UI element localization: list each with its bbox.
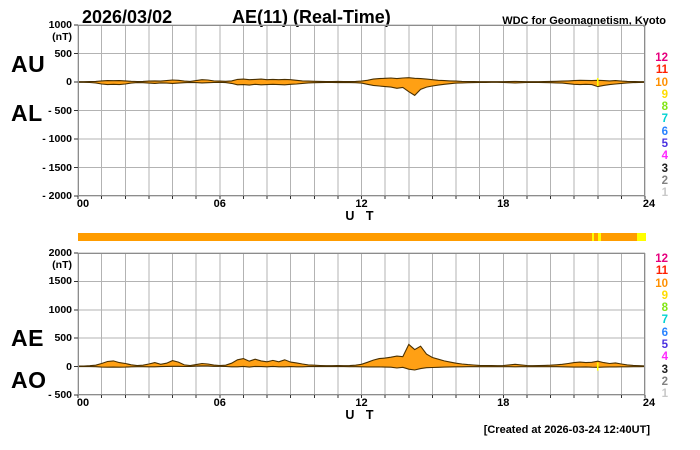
y-tick-label: 0 xyxy=(66,360,72,373)
y-tick-label: - 500 xyxy=(48,389,72,401)
x-tick-label: 12 xyxy=(355,198,368,210)
ae-index-label: AE xyxy=(11,325,44,351)
legend-item: 9 xyxy=(661,88,668,101)
y-tick-label: - 500 xyxy=(48,104,72,117)
legend-item: 1 xyxy=(661,187,668,200)
au-al-chart xyxy=(74,24,646,199)
station-count-legend-top: 12 11 10 9 8 7 6 5 4 3 2 1 xyxy=(650,52,668,200)
legend-item: 2 xyxy=(661,174,668,187)
data-source-label: WDC for Geomagnetism, Kyoto xyxy=(502,15,666,27)
y-tick-label: 500 xyxy=(54,47,72,60)
y-tick-label: 0 xyxy=(66,76,72,88)
station-count-legend-bottom: 12 11 10 9 8 7 6 5 4 3 2 1 xyxy=(650,253,668,401)
y-tick-label: - 1000 xyxy=(42,133,72,145)
y-axis-unit: (nT) xyxy=(52,259,72,271)
quality-highlight-segment xyxy=(597,233,602,241)
quality-highlight-segment xyxy=(591,233,595,241)
y-tick-label: - 1500 xyxy=(42,161,72,174)
legend-item: 8 xyxy=(661,302,668,315)
al-index-label: AL xyxy=(11,100,43,126)
y-tick-label: 1000 xyxy=(48,19,72,31)
legend-item: 5 xyxy=(661,138,668,151)
legend-item: 6 xyxy=(661,326,668,339)
y-tick-label: 500 xyxy=(54,332,72,345)
ao-index-label: AO xyxy=(11,367,47,393)
ae-ao-chart xyxy=(74,252,646,398)
legend-item: 3 xyxy=(661,363,668,376)
legend-item: 3 xyxy=(661,162,668,175)
legend-item: 7 xyxy=(661,113,668,126)
ae-ao-chart-panel: 2000 1500 1000 500 0 - 500 (nT) 00 06 12 18 24 U T xyxy=(48,247,655,422)
legend-item: 12 xyxy=(655,52,668,64)
plot-title: AE(11) (Real-Time) xyxy=(232,7,391,27)
au-index-label: AU xyxy=(11,51,46,77)
x-tick-label: 24 xyxy=(642,198,656,210)
x-tick-label: 06 xyxy=(213,198,226,210)
x-tick-label: 06 xyxy=(213,397,226,409)
legend-item: 4 xyxy=(661,150,668,163)
y-tick-label: - 2000 xyxy=(42,190,72,202)
x-tick-label: 18 xyxy=(497,397,510,409)
legend-item: 10 xyxy=(655,277,668,290)
legend-item: 6 xyxy=(661,125,668,138)
x-tick-label: 24 xyxy=(642,397,656,409)
data-quality-bar xyxy=(78,233,646,241)
legend-item: 11 xyxy=(655,64,668,77)
plot-date: 2026/03/02 xyxy=(82,7,173,27)
x-tick-label: 00 xyxy=(76,397,90,409)
x-tick-label: 00 xyxy=(76,198,90,210)
legend-item: 12 xyxy=(655,253,668,265)
legend-item: 7 xyxy=(661,314,668,327)
legend-item: 8 xyxy=(661,101,668,114)
legend-item: 5 xyxy=(661,339,668,352)
legend-item: 10 xyxy=(655,76,668,89)
y-tick-label: 1500 xyxy=(48,275,72,288)
legend-item: 1 xyxy=(661,388,668,401)
legend-item: 2 xyxy=(661,375,668,388)
created-timestamp: [Created at 2026-03-24 12:40UT] xyxy=(483,424,650,436)
x-tick-label: 12 xyxy=(355,397,368,409)
legend-item: 4 xyxy=(661,351,668,364)
x-tick-label: 18 xyxy=(497,198,510,210)
y-tick-label: 2000 xyxy=(48,247,72,259)
x-axis-title: U T xyxy=(345,408,378,422)
y-axis-unit: (nT) xyxy=(52,31,72,43)
x-axis-title: U T xyxy=(345,209,378,223)
legend-item: 11 xyxy=(655,265,668,278)
legend-item: 9 xyxy=(661,289,668,302)
quality-highlight-segment xyxy=(637,233,646,241)
au-al-chart-panel: 1000 500 0 - 500 - 1000 - 1500 - 2000 (nT) 00 06 1… xyxy=(42,19,655,223)
y-tick-label: 1000 xyxy=(48,303,72,316)
